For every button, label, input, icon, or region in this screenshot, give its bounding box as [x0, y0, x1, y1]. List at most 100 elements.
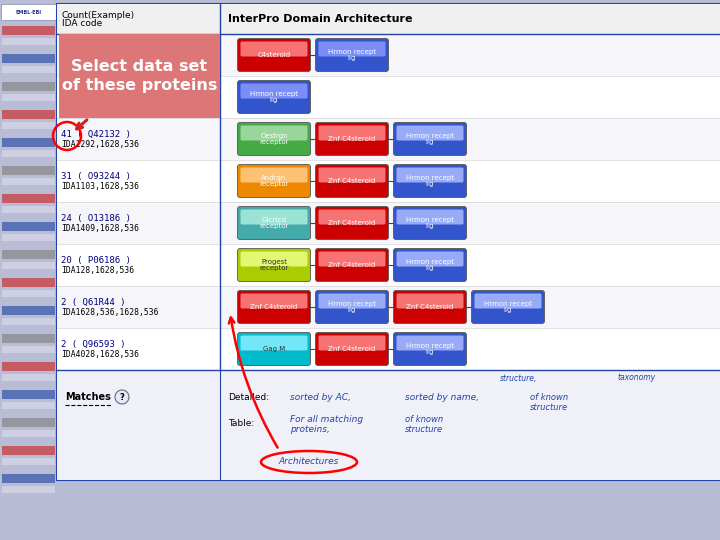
Text: 20 ( P06186 ): 20 ( P06186 ) [61, 255, 131, 265]
Text: Hrmon recept
lig: Hrmon recept lig [250, 91, 298, 103]
Text: Hrmon recept
lig: Hrmon recept lig [406, 259, 454, 271]
FancyBboxPatch shape [240, 210, 307, 225]
FancyBboxPatch shape [315, 333, 389, 366]
Text: Detailed:: Detailed: [228, 393, 269, 402]
FancyBboxPatch shape [394, 165, 467, 198]
Text: structure,: structure, [500, 374, 537, 382]
FancyBboxPatch shape [2, 402, 55, 409]
FancyBboxPatch shape [240, 42, 307, 57]
FancyBboxPatch shape [57, 34, 720, 76]
Text: 31 ( O93244 ): 31 ( O93244 ) [61, 172, 131, 180]
FancyBboxPatch shape [2, 26, 55, 35]
FancyBboxPatch shape [2, 290, 55, 297]
Text: Hrmon recept
lig: Hrmon recept lig [406, 343, 454, 355]
FancyBboxPatch shape [474, 294, 541, 308]
FancyBboxPatch shape [1, 4, 56, 20]
Text: Znf C4steroid: Znf C4steroid [406, 304, 454, 310]
FancyBboxPatch shape [397, 210, 464, 225]
FancyBboxPatch shape [318, 210, 385, 225]
FancyBboxPatch shape [472, 291, 544, 323]
Text: IDA1292,1628,536: IDA1292,1628,536 [61, 140, 139, 150]
FancyBboxPatch shape [2, 374, 55, 381]
Text: structure: structure [530, 402, 568, 411]
FancyBboxPatch shape [57, 202, 720, 244]
FancyBboxPatch shape [2, 122, 55, 129]
FancyBboxPatch shape [57, 4, 720, 480]
FancyBboxPatch shape [57, 370, 720, 480]
FancyBboxPatch shape [2, 362, 55, 371]
Text: Hrmon recept
lig: Hrmon recept lig [484, 301, 532, 313]
Text: proteins,: proteins, [290, 426, 330, 435]
Text: ?: ? [120, 393, 125, 402]
FancyBboxPatch shape [238, 206, 310, 240]
FancyBboxPatch shape [238, 333, 310, 366]
FancyBboxPatch shape [2, 486, 55, 493]
FancyBboxPatch shape [2, 334, 55, 343]
FancyBboxPatch shape [57, 118, 720, 160]
Text: Table:: Table: [228, 418, 254, 428]
FancyBboxPatch shape [2, 278, 55, 287]
FancyBboxPatch shape [394, 123, 467, 156]
FancyBboxPatch shape [2, 430, 55, 437]
FancyBboxPatch shape [394, 333, 467, 366]
Text: Gag M: Gag M [263, 346, 285, 352]
FancyBboxPatch shape [394, 291, 467, 323]
FancyBboxPatch shape [315, 291, 389, 323]
FancyBboxPatch shape [240, 84, 307, 98]
FancyBboxPatch shape [238, 38, 310, 71]
FancyBboxPatch shape [240, 252, 307, 267]
FancyBboxPatch shape [318, 294, 385, 308]
FancyBboxPatch shape [2, 82, 55, 91]
FancyBboxPatch shape [2, 346, 55, 353]
Text: IDA1409,1628,536: IDA1409,1628,536 [61, 225, 139, 233]
Text: Progest
receptor: Progest receptor [259, 259, 289, 271]
FancyBboxPatch shape [57, 160, 720, 202]
Text: InterPro Domain Architecture: InterPro Domain Architecture [228, 14, 413, 24]
Text: Hrmon recept
lig: Hrmon recept lig [406, 175, 454, 187]
FancyBboxPatch shape [2, 474, 55, 483]
FancyBboxPatch shape [240, 125, 307, 140]
Text: 2 ( Q96593 ): 2 ( Q96593 ) [61, 340, 125, 348]
Text: IDA code: IDA code [62, 19, 102, 29]
Text: C4steroid: C4steroid [258, 52, 291, 58]
Text: sorted by AC,: sorted by AC, [290, 393, 351, 402]
Text: IDA162: IDA162 [61, 57, 90, 65]
FancyBboxPatch shape [2, 458, 55, 465]
Text: Glcrtcd
receptor: Glcrtcd receptor [259, 217, 289, 230]
Text: IDA4028,1628,536: IDA4028,1628,536 [61, 350, 139, 360]
FancyBboxPatch shape [2, 38, 55, 45]
FancyBboxPatch shape [57, 4, 720, 34]
Text: Znf C4steroid: Znf C4steroid [328, 220, 376, 226]
FancyBboxPatch shape [394, 248, 467, 281]
Text: IDA1103,1628,536: IDA1103,1628,536 [61, 183, 139, 192]
FancyBboxPatch shape [397, 125, 464, 140]
FancyBboxPatch shape [57, 286, 720, 328]
FancyBboxPatch shape [2, 206, 55, 213]
Text: Matches: Matches [65, 392, 111, 402]
Text: of known: of known [530, 393, 568, 402]
Text: IDA128,1628,536: IDA128,1628,536 [61, 267, 134, 275]
FancyBboxPatch shape [397, 167, 464, 183]
FancyBboxPatch shape [2, 390, 55, 399]
FancyBboxPatch shape [318, 125, 385, 140]
Text: EMBL·EBI: EMBL·EBI [15, 10, 42, 15]
FancyBboxPatch shape [2, 250, 55, 259]
FancyBboxPatch shape [2, 222, 55, 231]
FancyBboxPatch shape [57, 244, 720, 286]
FancyBboxPatch shape [2, 110, 55, 119]
FancyBboxPatch shape [238, 80, 310, 113]
Text: Znf C4steroid: Znf C4steroid [328, 136, 376, 142]
FancyBboxPatch shape [238, 123, 310, 156]
FancyBboxPatch shape [238, 248, 310, 281]
FancyBboxPatch shape [2, 166, 55, 175]
FancyBboxPatch shape [315, 38, 389, 71]
Text: Hrmon recept
lig: Hrmon recept lig [406, 133, 454, 145]
Text: Oestrgn
receptor: Oestrgn receptor [259, 133, 289, 145]
FancyBboxPatch shape [315, 123, 389, 156]
FancyBboxPatch shape [2, 66, 55, 73]
FancyBboxPatch shape [394, 206, 467, 240]
FancyBboxPatch shape [2, 446, 55, 455]
FancyBboxPatch shape [2, 54, 55, 63]
Circle shape [115, 390, 129, 404]
FancyBboxPatch shape [318, 335, 385, 350]
